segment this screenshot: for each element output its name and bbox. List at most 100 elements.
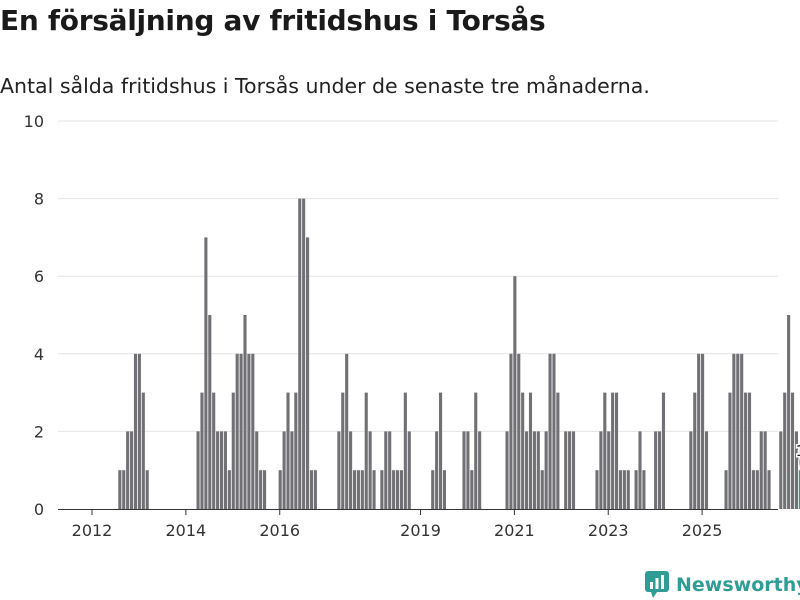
bar bbox=[278, 470, 282, 509]
bar bbox=[697, 353, 701, 509]
bar bbox=[239, 353, 243, 509]
bar bbox=[689, 431, 693, 509]
x-axis-ticks: 2012 2014 2016 2019 2021 2023 2025 bbox=[72, 509, 723, 540]
bar bbox=[196, 431, 200, 509]
bar bbox=[231, 392, 235, 509]
x-tick-label: 2016 bbox=[259, 521, 300, 540]
bar bbox=[552, 353, 556, 509]
chart-title: En försäljning av fritidshus i Torsås bbox=[0, 4, 546, 37]
bar bbox=[309, 470, 314, 509]
bar bbox=[607, 431, 611, 509]
bar bbox=[208, 315, 212, 509]
bar bbox=[654, 431, 658, 509]
bar bbox=[212, 392, 216, 509]
newsworthy-logo: Newsworthy bbox=[644, 570, 800, 600]
bar bbox=[732, 353, 736, 509]
bar bbox=[262, 470, 267, 509]
bar bbox=[364, 392, 368, 509]
bar bbox=[298, 198, 302, 509]
bar bbox=[642, 470, 646, 509]
bar bbox=[247, 353, 251, 509]
bar bbox=[345, 353, 349, 509]
bar bbox=[603, 392, 607, 509]
bar bbox=[137, 353, 141, 509]
bar bbox=[564, 431, 568, 509]
bar bbox=[701, 353, 705, 509]
bar bbox=[544, 431, 548, 509]
x-tick-label: 2025 bbox=[682, 521, 723, 540]
bar bbox=[595, 470, 599, 509]
bar bbox=[259, 470, 263, 509]
bar bbox=[399, 470, 403, 509]
bar bbox=[618, 470, 623, 509]
bar bbox=[341, 392, 345, 509]
bar bbox=[133, 353, 138, 509]
bar bbox=[525, 431, 529, 509]
bar bbox=[442, 470, 447, 509]
bar bbox=[548, 353, 552, 509]
bar bbox=[223, 431, 227, 509]
bar bbox=[290, 431, 294, 509]
bar bbox=[356, 470, 360, 509]
bar bbox=[360, 470, 364, 509]
bar bbox=[118, 470, 122, 509]
bar bbox=[767, 470, 771, 509]
bar bbox=[658, 431, 662, 509]
bar bbox=[243, 315, 247, 509]
bar bbox=[368, 431, 372, 509]
bar bbox=[634, 470, 638, 509]
bar bbox=[372, 470, 376, 509]
bar bbox=[403, 392, 407, 509]
bar bbox=[693, 392, 697, 509]
bar bbox=[141, 392, 145, 509]
bar bbox=[384, 431, 388, 509]
bar bbox=[478, 431, 482, 509]
bar bbox=[763, 431, 767, 509]
bar bbox=[517, 353, 521, 509]
bar bbox=[204, 237, 208, 509]
x-tick-label: 2014 bbox=[166, 521, 207, 540]
bar bbox=[728, 392, 732, 509]
bar bbox=[352, 470, 357, 509]
bar bbox=[794, 431, 798, 509]
bar bbox=[755, 470, 759, 509]
bar bbox=[626, 470, 630, 509]
bar bbox=[438, 392, 443, 509]
bar bbox=[306, 237, 310, 509]
bar bbox=[282, 431, 286, 509]
bar bbox=[509, 353, 513, 509]
bar bbox=[407, 431, 411, 509]
bar bbox=[122, 470, 126, 509]
bar bbox=[302, 198, 306, 509]
bar bbox=[130, 431, 134, 509]
bar bbox=[462, 431, 466, 509]
last-value-label: 1 bbox=[796, 442, 800, 460]
bar bbox=[255, 431, 259, 509]
bar bbox=[661, 392, 666, 509]
bar bbox=[736, 353, 740, 509]
bar bbox=[392, 470, 396, 509]
x-tick-label: 2019 bbox=[400, 521, 441, 540]
bar bbox=[568, 431, 572, 509]
bar bbox=[787, 315, 791, 509]
bar bbox=[759, 431, 763, 509]
bar bbox=[532, 431, 536, 509]
x-tick-label: 2023 bbox=[588, 521, 629, 540]
bar bbox=[435, 431, 439, 509]
bar bbox=[466, 431, 470, 509]
bar bbox=[571, 431, 576, 509]
bar bbox=[556, 392, 560, 509]
bar bbox=[395, 470, 400, 509]
y-tick-label: 10 bbox=[24, 112, 44, 131]
bar bbox=[126, 431, 130, 509]
bars bbox=[118, 198, 800, 509]
bar bbox=[380, 470, 384, 509]
bar bbox=[622, 470, 626, 509]
bar bbox=[505, 431, 509, 509]
bar bbox=[337, 431, 341, 509]
bar bbox=[313, 470, 317, 509]
bar bbox=[145, 470, 149, 509]
y-tick-label: 8 bbox=[34, 190, 44, 209]
bar bbox=[470, 470, 474, 509]
